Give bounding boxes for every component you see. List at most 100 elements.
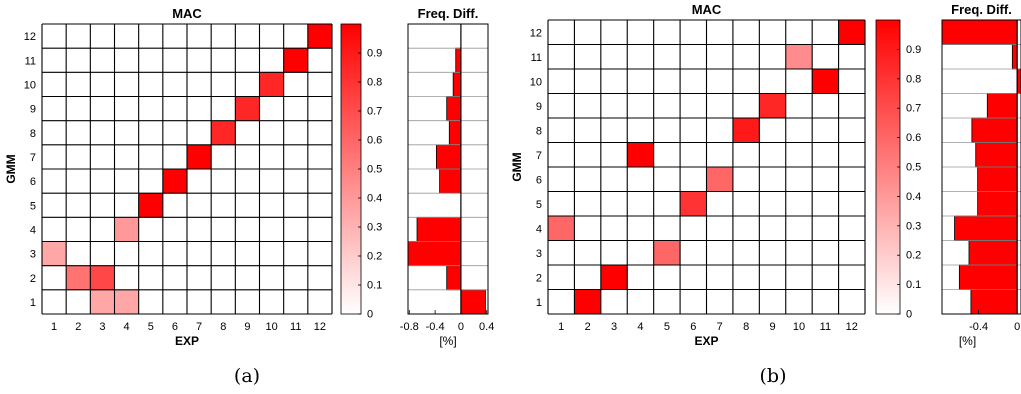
freq-diff-tick-label: -0.4	[969, 321, 988, 333]
y-tick-label: 4	[30, 224, 36, 236]
freq-diff-bar	[971, 290, 1017, 315]
freq-diff-bar	[972, 118, 1017, 143]
x-tick-label: 5	[664, 321, 670, 333]
x-tick-label: 4	[637, 321, 643, 333]
x-tick-label: 3	[99, 321, 105, 333]
colorbar	[876, 20, 900, 314]
colorbar-tick-label: 0.7	[367, 106, 382, 118]
y-tick-label: 4	[536, 223, 542, 235]
x-tick-label: 4	[124, 321, 130, 333]
mac-cell	[235, 97, 259, 121]
mac-cell	[601, 265, 627, 290]
x-tick-label: 1	[558, 321, 564, 333]
mac-title: MAC	[172, 6, 202, 21]
mac-cell	[115, 290, 139, 314]
y-tick-label: 6	[536, 174, 542, 186]
mac-cell	[759, 94, 785, 119]
x-tick-label: 8	[220, 321, 226, 333]
x-tick-label: 12	[846, 321, 858, 333]
colorbar-tick-label: 0.5	[906, 162, 921, 174]
mac-cell	[66, 266, 90, 290]
mac-cell	[654, 241, 680, 266]
x-tick-label: 6	[690, 321, 696, 333]
y-tick-label: 1	[30, 297, 36, 309]
colorbar-tick-label: 0.7	[906, 103, 921, 115]
y-tick-label: 11	[531, 52, 542, 64]
colorbar-tick-label: 0.8	[367, 77, 382, 89]
mac-cell	[308, 24, 332, 48]
x-tick-label: 12	[314, 321, 326, 333]
freq-diff-bar	[447, 97, 461, 121]
freq-diff-bar	[978, 167, 1018, 192]
x-axis-label: EXP	[175, 334, 199, 348]
freq-diff-tick-label: 0.4	[479, 321, 494, 333]
x-tick-label: 2	[75, 321, 81, 333]
colorbar-tick-label: 0.2	[367, 251, 382, 263]
x-tick-label: 9	[244, 321, 250, 333]
colorbar-tick-label: 0	[906, 309, 912, 321]
freq-diff-bar	[959, 265, 1017, 290]
y-tick-label: 8	[536, 125, 542, 137]
freq-diff-bar	[436, 145, 461, 169]
x-tick-label: 7	[196, 321, 202, 333]
freq-diff-bar	[978, 192, 1018, 217]
x-axis-label: EXP	[694, 334, 718, 348]
mac-cell	[139, 193, 163, 217]
freq-diff-bar	[461, 290, 486, 314]
mac-cell	[115, 217, 139, 241]
mac-cell	[90, 290, 114, 314]
colorbar-tick-label: 0.4	[367, 193, 382, 205]
mac-cell	[187, 145, 211, 169]
freq-diff-bar	[417, 217, 461, 241]
mac-cell	[812, 69, 838, 94]
y-tick-label: 9	[536, 101, 542, 113]
y-tick-label: 9	[30, 104, 36, 116]
freq-diff-bar	[942, 20, 1017, 45]
mac-cell	[574, 290, 600, 315]
y-tick-label: 10	[530, 76, 542, 88]
freq-diff-unit-label: [%]	[439, 334, 456, 348]
freq-diff-title: Freq. Diff.	[951, 2, 1012, 17]
freq-diff-bar	[408, 242, 461, 266]
mac-cell	[42, 242, 66, 266]
colorbar-tick-label: 0.5	[367, 164, 382, 176]
mac-cell	[163, 169, 187, 193]
freq-diff-bar	[449, 121, 461, 145]
panel-caption: (b)	[760, 365, 787, 387]
x-tick-label: 11	[290, 321, 301, 333]
freq-diff-tick-label: 0	[1014, 321, 1020, 333]
freq-diff-bar	[1012, 45, 1017, 70]
freq-diff-bar	[969, 241, 1017, 266]
freq-diff-bars	[408, 48, 485, 314]
y-tick-label: 1	[536, 297, 542, 309]
x-tick-label: 2	[585, 321, 591, 333]
mac-cell	[707, 167, 733, 192]
y-tick-label: 8	[30, 128, 36, 140]
mac-cell	[786, 45, 812, 70]
y-tick-label: 3	[30, 249, 36, 261]
colorbar-tick-label: 0.4	[906, 191, 921, 203]
colorbar-tick-label: 0.6	[906, 132, 921, 144]
y-tick-label: 3	[536, 248, 542, 260]
freq-diff-bar	[453, 72, 461, 96]
mac-title: MAC	[692, 2, 722, 17]
y-tick-label: 7	[30, 152, 36, 164]
x-tick-label: 9	[769, 321, 775, 333]
freq-diff-tick-label: -0.4	[426, 321, 445, 333]
freq-diff-bar	[976, 143, 1017, 168]
y-tick-label: 12	[24, 31, 36, 43]
freq-diff-unit-label: [%]	[959, 334, 976, 348]
colorbar-tick-label: 0.1	[367, 280, 382, 292]
colorbar-tick-label: 0.3	[906, 220, 921, 232]
x-tick-label: 11	[820, 321, 831, 333]
mac-cell	[211, 121, 235, 145]
y-tick-label: 7	[536, 150, 542, 162]
freq-diff-tick-label: 0	[458, 321, 464, 333]
y-tick-label: 11	[25, 55, 36, 67]
mac-cell	[548, 216, 574, 241]
colorbar-tick-label: 0.1	[906, 279, 921, 291]
mac-cell	[733, 118, 759, 143]
x-tick-label: 3	[611, 321, 617, 333]
